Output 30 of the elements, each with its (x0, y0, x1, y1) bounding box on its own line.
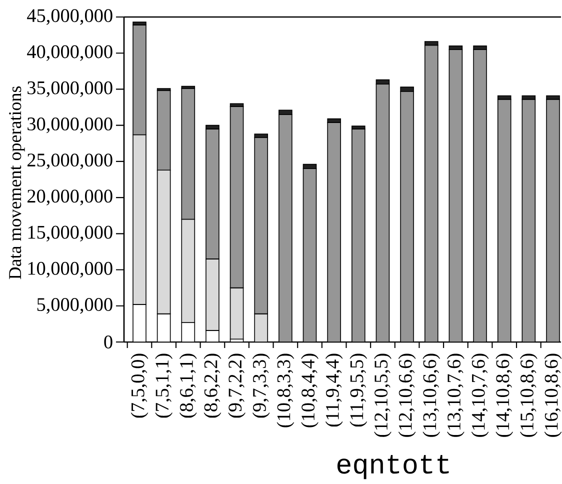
y-tick-label: 35,000,000 (28, 81, 112, 98)
x-axis-title: eqntott (337, 455, 449, 480)
x-tick-label: (8,6,2,2) (204, 354, 222, 418)
y-tick-label: 25,000,000 (28, 154, 112, 170)
y-tick-label: 20,000,000 (28, 190, 112, 206)
y-tick-label: 5,000,000 (37, 298, 112, 314)
x-tick-label: (7,5,0,0) (130, 354, 148, 418)
y-axis-title: Data movement operations (9, 86, 25, 280)
y-tick-label: 15,000,000 (28, 226, 112, 242)
x-tick-label: (11,9,5,5) (350, 354, 368, 427)
x-tick-label: (10,8,3,3) (276, 354, 294, 428)
y-tick-label: 10,000,000 (28, 262, 112, 278)
x-tick-label: (12,10,5,5) (374, 354, 392, 437)
x-tick-label: (12,10,6,6) (398, 354, 416, 437)
x-tick-label: (9,7,3,3) (252, 354, 270, 418)
x-tick-label: (8,6,1,1) (179, 354, 197, 418)
x-tick-label: (10,8,4,4) (301, 354, 318, 428)
x-tick-label: (13,10,7,6) (447, 354, 464, 437)
y-tick-label: 40,000,000 (27, 45, 112, 61)
y-tick-label: 0 (104, 336, 112, 348)
y-tick-label: 30,000,000 (28, 117, 112, 134)
x-tick-label: (13,10,6,6) (422, 354, 440, 437)
x-tick-label: (9,7,2,2) (228, 354, 246, 418)
y-tick-label: 45,000,000 (27, 9, 112, 25)
x-tick-label: (16,10,8,6) (544, 354, 562, 437)
x-tick-label: (14,10,8,6) (496, 354, 514, 437)
x-tick-label: (15,10,8,6) (520, 354, 538, 437)
x-tick-label: (14,10,7,6) (471, 354, 489, 437)
x-tick-label: (11,9,4,4) (325, 354, 343, 427)
x-tick-label: (7,5,1,1) (155, 354, 173, 418)
